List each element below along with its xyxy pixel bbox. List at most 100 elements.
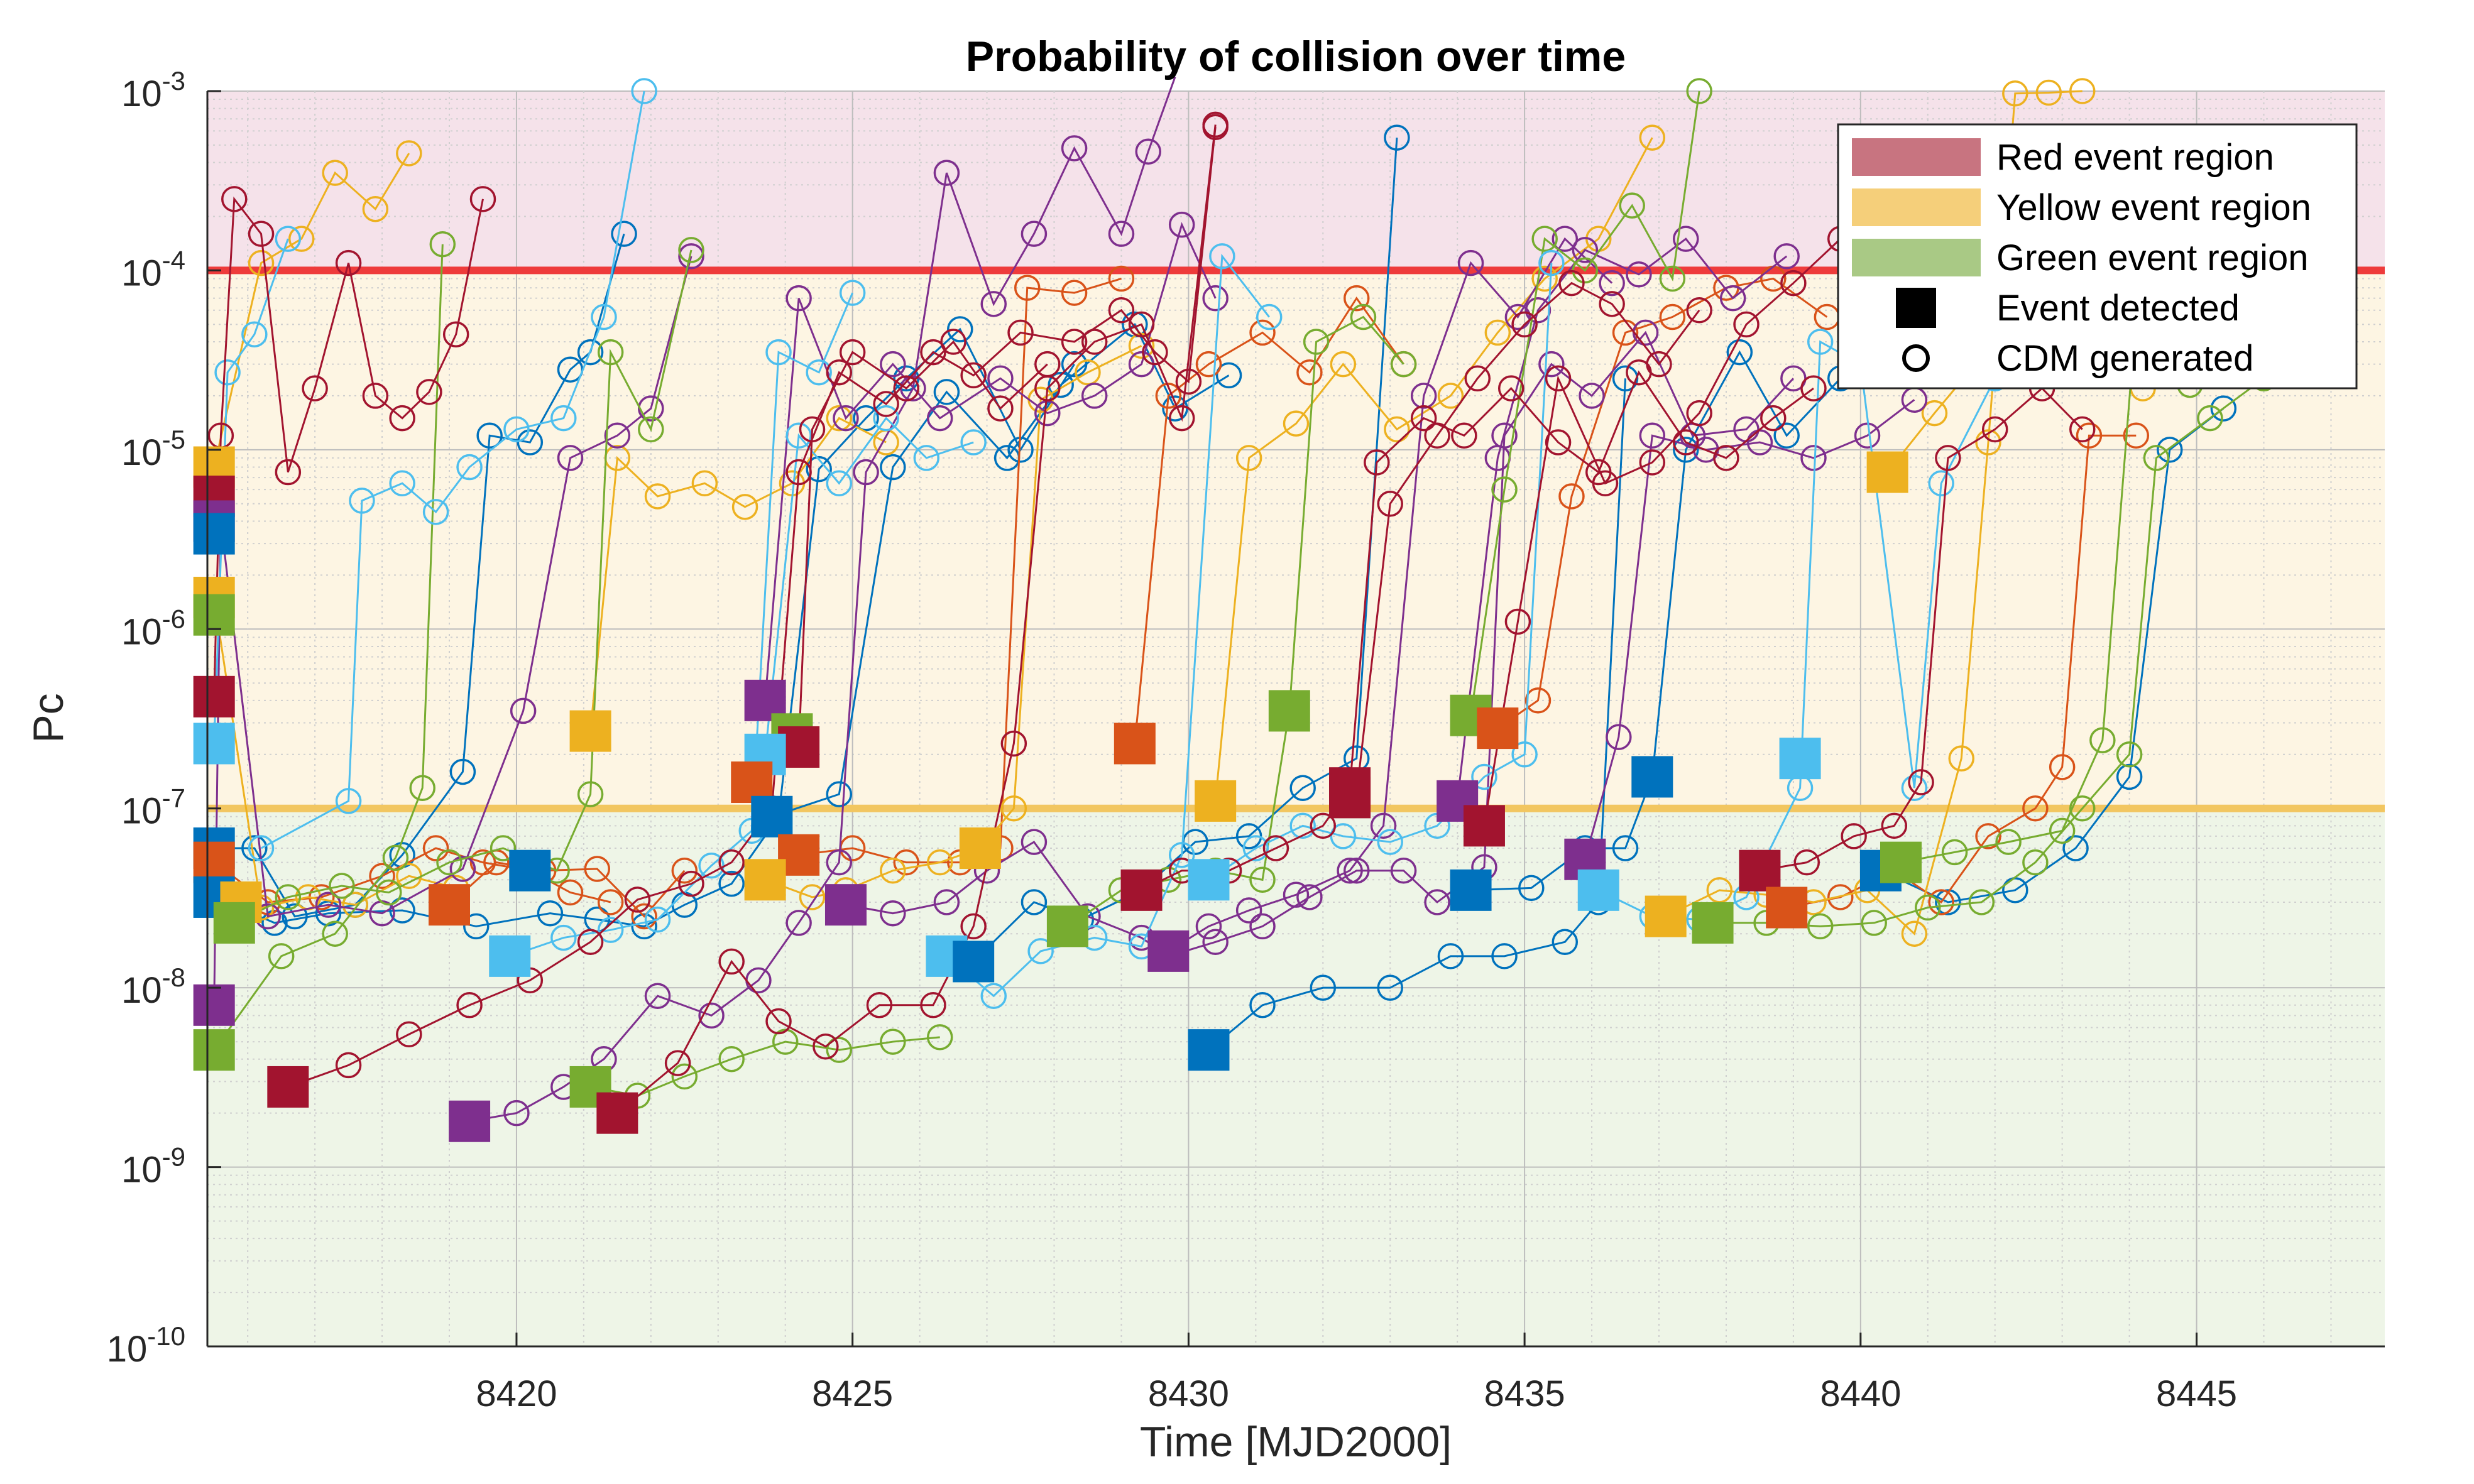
chart-title: Probability of collision over time xyxy=(966,33,1626,80)
cdm-point xyxy=(853,459,879,486)
cdm-point xyxy=(1504,303,1531,330)
event-marker xyxy=(953,941,995,983)
event-marker xyxy=(1195,780,1237,822)
cdm-point xyxy=(1437,943,1464,969)
cdm-point xyxy=(1599,291,1625,317)
cdm-point xyxy=(2022,849,2049,876)
cdm-point xyxy=(813,1033,839,1060)
cdm-point xyxy=(1531,226,1558,252)
cdm-point xyxy=(873,391,899,417)
cdm-point xyxy=(1437,383,1464,409)
legend-swatch xyxy=(1852,138,1981,176)
cdm-point xyxy=(1014,275,1041,301)
cdm-point xyxy=(1235,823,1262,849)
cdm-point xyxy=(1592,470,1619,497)
cdm-point xyxy=(442,321,469,347)
cdm-point xyxy=(2049,754,2076,780)
series-group xyxy=(1128,359,1827,903)
cdm-point xyxy=(1599,270,1625,297)
cdm-point xyxy=(833,405,859,432)
cdm-point xyxy=(698,1002,725,1029)
cdm-point xyxy=(1168,842,1195,868)
cdm-point xyxy=(1384,124,1410,151)
series-line xyxy=(213,153,410,467)
cdm-point xyxy=(1310,812,1337,839)
y-axis-label: Pc xyxy=(25,693,72,743)
event-marker xyxy=(1577,869,1619,911)
series-group xyxy=(200,221,637,930)
y-tick-label: 10-8 xyxy=(121,963,185,1011)
cdm-point xyxy=(1390,351,1417,378)
cdm-point xyxy=(1330,351,1357,378)
cdm-point xyxy=(577,929,604,956)
event-marker xyxy=(193,513,235,555)
event-marker xyxy=(1631,756,1673,798)
cdm-point xyxy=(638,416,664,443)
cdm-point xyxy=(1579,383,1605,409)
cdm-point xyxy=(826,470,853,497)
cdm-point xyxy=(248,221,275,247)
y-tick-label: 10-10 xyxy=(107,1321,185,1370)
event-marker xyxy=(193,841,235,883)
cdm-point xyxy=(416,379,442,405)
cdm-point xyxy=(1021,889,1048,915)
cdm-point xyxy=(1524,687,1552,714)
cdm-point xyxy=(1289,812,1316,839)
cdm-point xyxy=(1861,910,1887,936)
series-group xyxy=(200,231,456,1063)
cdm-point xyxy=(1283,881,1310,908)
x-tick-label: 8440 xyxy=(1820,1373,1901,1414)
cdm-point xyxy=(268,943,295,969)
cdm-point xyxy=(1941,839,1968,866)
series-line xyxy=(1584,399,1915,860)
cdm-point xyxy=(799,416,826,443)
cdm-point xyxy=(1558,270,1585,297)
event-marker xyxy=(193,984,235,1026)
cdm-point xyxy=(1686,297,1712,324)
cdm-point xyxy=(422,499,449,525)
cdm-point xyxy=(322,920,348,947)
cdm-point xyxy=(335,1052,362,1079)
series-group xyxy=(200,186,496,710)
cdm-point xyxy=(1646,351,1672,378)
cdm-point xyxy=(342,892,369,918)
cdm-point xyxy=(1377,491,1403,517)
series-line xyxy=(1483,238,1841,826)
cdm-point xyxy=(1108,221,1135,247)
cdm-point xyxy=(577,781,604,807)
cdm-point xyxy=(765,339,792,366)
cdm-point xyxy=(826,1037,853,1063)
cdm-point xyxy=(322,160,348,186)
cdm-point xyxy=(799,884,826,910)
cdm-point xyxy=(1706,877,1732,903)
event-marker xyxy=(1188,1029,1230,1071)
legend-swatch xyxy=(1852,239,1981,276)
cdm-point xyxy=(1021,829,1048,855)
cdm-point xyxy=(785,285,812,312)
cdm-point xyxy=(880,857,906,884)
cdm-point xyxy=(1168,405,1195,432)
cdm-point xyxy=(275,459,302,486)
series-line xyxy=(234,249,692,924)
y-tick-label: 10-5 xyxy=(121,425,185,473)
cdm-point xyxy=(1497,375,1524,401)
cdm-point xyxy=(1128,311,1155,338)
event-marker xyxy=(213,902,255,944)
y-tick-label: 10-9 xyxy=(121,1142,185,1191)
cdm-point xyxy=(597,917,624,943)
cdm-point xyxy=(597,339,624,366)
cdm-point xyxy=(671,1063,698,1090)
cdm-point xyxy=(1202,285,1229,312)
cdm-point xyxy=(1471,763,1497,790)
cdm-point xyxy=(369,863,395,889)
cdm-point xyxy=(678,243,704,270)
cdm-point xyxy=(476,422,503,449)
cdm-point xyxy=(1235,445,1262,471)
cdm-point xyxy=(1081,329,1108,355)
event-marker xyxy=(1880,841,1922,883)
cdm-point xyxy=(1344,857,1370,884)
tick-labels: 8420 8425 8430 8435 8440 8445 10-10 10-9 10-8 10-… xyxy=(107,66,2237,1414)
cdm-point xyxy=(1128,332,1155,359)
cdm-point xyxy=(1619,192,1645,219)
cdm-point xyxy=(1061,329,1088,355)
